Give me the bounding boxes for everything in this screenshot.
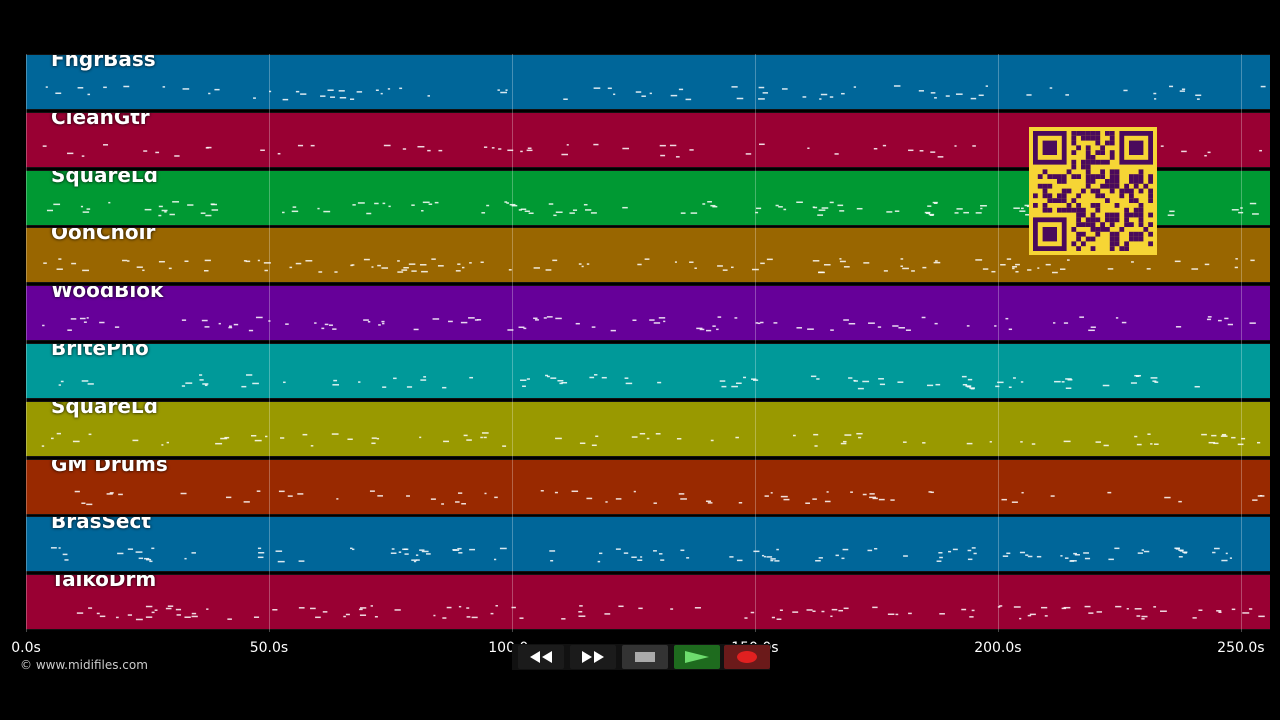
- track-lane: WoodBlok: [26, 285, 1270, 342]
- note-marks: [42, 316, 1256, 332]
- note-marks: [42, 142, 1262, 158]
- note-marks: [74, 489, 1265, 505]
- track-name: OohChoir: [51, 227, 156, 245]
- grid-line: [268, 54, 270, 632]
- track-lane: BritePno: [26, 343, 1270, 399]
- note-marks: [58, 374, 1200, 390]
- note-marks: [45, 85, 1266, 101]
- stop-button[interactable]: [622, 645, 668, 669]
- track-lane: BrasSect: [26, 516, 1270, 573]
- track-lane: SquareLd: [26, 400, 1270, 457]
- fast-forward-icon: [582, 651, 604, 663]
- track-name: FngrBass: [51, 54, 156, 71]
- track-name: SquareLd: [51, 169, 158, 187]
- track-lane: TaikoDrm: [26, 574, 1270, 631]
- time-tick-label: 0.0s: [11, 640, 41, 656]
- rewind-button[interactable]: [518, 645, 564, 669]
- track-lanes: FngrBass CleanGtr SquareLd OohChoir WoodBlok…: [26, 54, 1270, 632]
- qr-code-icon[interactable]: [1029, 127, 1157, 255]
- note-marks: [76, 605, 1265, 621]
- play-button[interactable]: [674, 645, 720, 669]
- track-name: TaikoDrm: [51, 574, 157, 592]
- grid-line: [997, 54, 999, 632]
- grid-line: [754, 54, 756, 632]
- play-icon: [685, 651, 709, 663]
- fast-forward-button[interactable]: [570, 645, 616, 669]
- track-lane: GM Drums: [26, 458, 1270, 515]
- note-marks: [50, 547, 1233, 563]
- track-name: BritePno: [51, 343, 149, 360]
- record-icon: [737, 651, 757, 663]
- stop-icon: [635, 652, 655, 662]
- record-button[interactable]: [724, 645, 770, 669]
- track-name: BrasSect: [51, 516, 151, 534]
- grid-line: [511, 54, 513, 632]
- time-tick-label: 250.0s: [1217, 640, 1265, 656]
- grid-line: [26, 54, 27, 632]
- track-name: SquareLd: [51, 400, 158, 418]
- transport-controls: [512, 644, 770, 670]
- time-tick-label: 50.0s: [249, 640, 289, 656]
- rewind-icon: [530, 651, 552, 663]
- track-name: GM Drums: [51, 458, 168, 476]
- note-marks: [41, 432, 1261, 447]
- copyright-notice: © www.midifiles.com: [20, 658, 148, 672]
- track-name: WoodBlok: [51, 285, 164, 303]
- note-marks: [43, 258, 1255, 274]
- track-name: CleanGtr: [51, 111, 150, 129]
- grid-line: [1240, 54, 1242, 632]
- time-tick-label: 200.0s: [974, 640, 1022, 656]
- track-lane: FngrBass: [26, 54, 1270, 110]
